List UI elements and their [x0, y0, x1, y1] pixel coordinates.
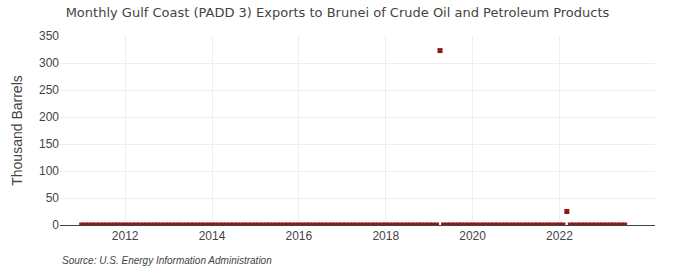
- svg-text:2018: 2018: [372, 229, 399, 243]
- svg-text:350: 350: [39, 29, 59, 43]
- svg-text:200: 200: [39, 110, 59, 124]
- svg-text:Source: U.S. Energy Informatio: Source: U.S. Energy Information Administ…: [62, 255, 272, 266]
- svg-text:Thousand Barrels: Thousand Barrels: [9, 75, 25, 186]
- svg-text:250: 250: [39, 83, 59, 97]
- svg-text:2014: 2014: [199, 229, 226, 243]
- svg-text:50: 50: [46, 191, 60, 205]
- svg-text:300: 300: [39, 56, 59, 70]
- svg-text:150: 150: [39, 137, 59, 151]
- svg-text:2012: 2012: [112, 229, 139, 243]
- svg-text:2016: 2016: [286, 229, 313, 243]
- svg-text:0: 0: [52, 218, 59, 232]
- svg-text:2022: 2022: [546, 229, 573, 243]
- svg-text:100: 100: [39, 164, 59, 178]
- svg-text:2020: 2020: [459, 229, 486, 243]
- svg-text:Monthly Gulf Coast (PADD 3) Ex: Monthly Gulf Coast (PADD 3) Exports to B…: [66, 5, 610, 20]
